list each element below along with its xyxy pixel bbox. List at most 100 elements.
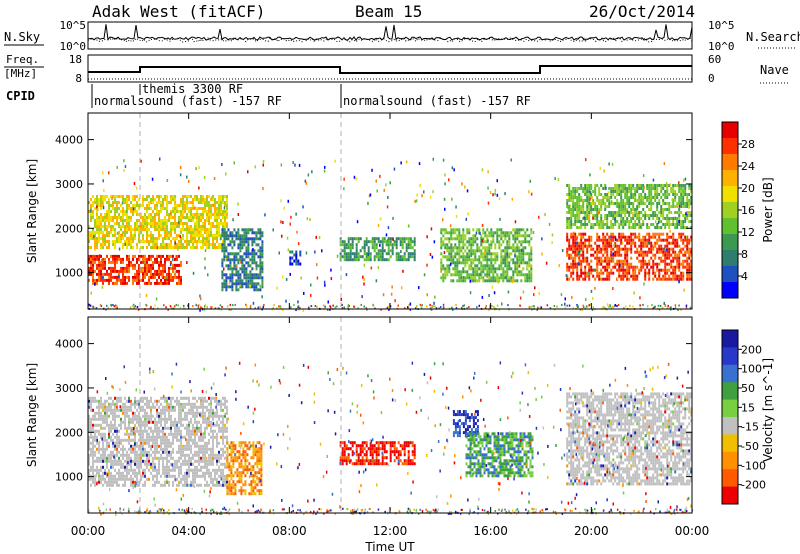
echo-cell [110, 219, 112, 222]
scatter-echo [174, 241, 177, 245]
echo-cell [672, 220, 675, 223]
echo-cell [666, 232, 669, 236]
scatter-echo [663, 301, 665, 305]
echo-cell [628, 223, 631, 226]
echo-cell [377, 237, 380, 241]
echo-cell [377, 249, 380, 253]
echo-cell [574, 217, 577, 220]
echo-cell [261, 264, 264, 268]
echo-cell [486, 255, 489, 259]
echo-cell [568, 193, 571, 196]
scatter-echo [302, 308, 304, 312]
echo-cell [580, 238, 583, 242]
echo-cell [146, 207, 148, 210]
echo-cell [170, 272, 172, 276]
echo-cell [520, 279, 523, 283]
echo-cell [247, 255, 250, 259]
echo-cell [442, 267, 445, 271]
echo-cell [674, 184, 677, 187]
echo-cell [500, 261, 503, 265]
echo-cell [369, 258, 372, 262]
echo-cell [261, 279, 264, 283]
echo-cell [644, 211, 647, 214]
echo-cell [448, 267, 451, 271]
echo-cell [94, 278, 96, 282]
echo-cell [640, 184, 643, 187]
echo-cell [130, 483, 132, 487]
echo-cell [506, 246, 509, 250]
echo-cell [592, 274, 595, 278]
echo-cell [136, 243, 138, 246]
scatter-echo [469, 291, 472, 295]
echo-cell [110, 225, 112, 228]
echo-cell [112, 414, 114, 418]
ground-echo [678, 304, 680, 307]
echo-cell [194, 246, 196, 249]
echo-cell [522, 258, 525, 262]
echo-cell [636, 205, 639, 208]
scatter-echo [679, 249, 681, 253]
echo-cell [359, 237, 362, 241]
echo-cell [638, 187, 641, 190]
echo-cell [658, 211, 661, 214]
echo-cell [620, 196, 623, 199]
echo-cell [668, 247, 671, 251]
echo-cell [218, 216, 220, 219]
echo-cell [114, 254, 116, 258]
echo-cell [379, 240, 382, 244]
scatter-echo [479, 272, 481, 276]
echo-cell [407, 258, 410, 262]
scatter-echo [683, 288, 685, 292]
echo-cell [604, 277, 607, 281]
echo-cell [98, 231, 100, 234]
scatter-echo [467, 212, 469, 216]
echo-cell [186, 231, 188, 234]
echo-cell [574, 244, 577, 248]
scatter-echo [377, 224, 380, 227]
scatter-echo [449, 224, 452, 228]
echo-cell [522, 267, 525, 271]
ground-echo [297, 305, 300, 308]
echo-cell [660, 208, 663, 211]
echo-cell [148, 204, 150, 207]
echo-cell [586, 205, 589, 208]
echo-cell [660, 238, 663, 242]
echo-cell [204, 204, 206, 207]
echo-cell [144, 408, 146, 412]
echo-cell [148, 275, 150, 279]
echo-cell [96, 219, 98, 222]
echo-cell [235, 234, 238, 238]
echo-cell [648, 259, 651, 263]
echo-cell [528, 261, 531, 265]
echo-cell [387, 237, 390, 241]
echo-cell [94, 468, 96, 472]
echo-cell [490, 267, 493, 271]
echo-cell [98, 459, 100, 463]
echo-cell [142, 254, 144, 258]
echo-cell [614, 244, 617, 248]
echo-cell [180, 216, 182, 219]
echo-cell [94, 483, 96, 487]
echo-cell [166, 204, 168, 207]
echo-cell [231, 279, 234, 283]
echo-cell [222, 216, 224, 219]
echo-cell [138, 468, 140, 472]
echo-cell [120, 423, 122, 427]
echo-cell [223, 237, 226, 241]
echo-cell [592, 214, 595, 217]
echo-cell [257, 264, 260, 268]
echo-cell [446, 243, 449, 247]
echo-cell [584, 256, 587, 260]
echo-cell [138, 465, 140, 469]
echo-cell [142, 257, 144, 261]
echo-cell [108, 441, 110, 445]
echo-cell [492, 237, 495, 241]
echo-cell [154, 260, 156, 264]
echo-cell [526, 234, 529, 238]
echo-cell [225, 279, 228, 283]
echo-cell [100, 468, 102, 472]
echo-cell [460, 237, 463, 241]
scatter-echo [551, 241, 553, 244]
echo-cell [180, 237, 182, 240]
velocity-echo-cells [88, 361, 694, 516]
